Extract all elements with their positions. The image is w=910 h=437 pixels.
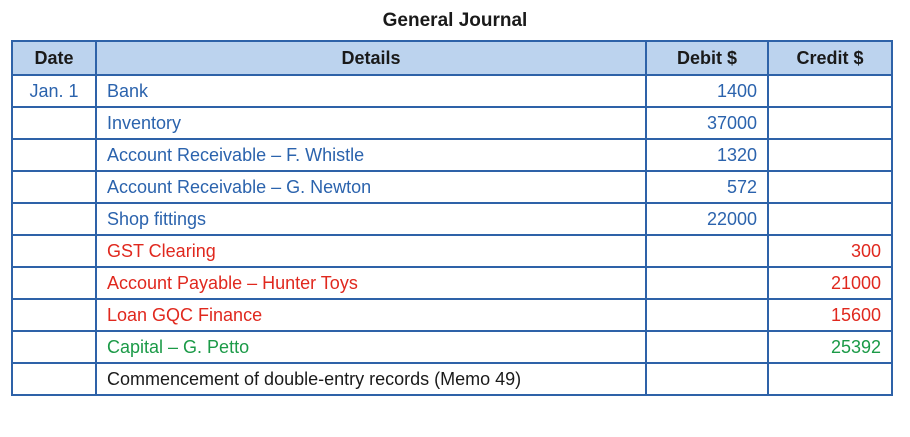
date-cell <box>11 266 97 300</box>
date-cell <box>11 138 97 172</box>
credit-cell <box>767 202 893 236</box>
credit-cell <box>767 138 893 172</box>
details-cell: Shop fittings <box>95 202 647 236</box>
details-cell: Inventory <box>95 106 647 140</box>
details-cell: Account Payable – Hunter Toys <box>95 266 647 300</box>
narration-cell: Commencement of double-entry records (Me… <box>95 362 647 396</box>
table-row: Account Payable – Hunter Toys 21000 <box>11 266 893 300</box>
debit-cell <box>645 362 769 396</box>
table-row: Account Receivable – F. Whistle 1320 <box>11 138 893 172</box>
details-cell: Account Receivable – F. Whistle <box>95 138 647 172</box>
table-row: Capital – G. Petto 25392 <box>11 330 893 364</box>
credit-cell: 15600 <box>767 298 893 332</box>
credit-cell <box>767 362 893 396</box>
date-cell <box>11 234 97 268</box>
details-cell: GST Clearing <box>95 234 647 268</box>
credit-cell <box>767 170 893 204</box>
credit-cell: 25392 <box>767 330 893 364</box>
debit-cell: 37000 <box>645 106 769 140</box>
table-row: Shop fittings 22000 <box>11 202 893 236</box>
date-cell: Jan. 1 <box>11 74 97 108</box>
debit-cell: 1320 <box>645 138 769 172</box>
table-row: Jan. 1 Bank 1400 <box>11 74 893 108</box>
date-header: Date <box>11 40 97 76</box>
header-row: Date Details Debit $ Credit $ <box>11 40 893 76</box>
credit-header: Credit $ <box>767 40 893 76</box>
journal-title: General Journal <box>382 10 528 31</box>
general-journal-table: Date Details Debit $ Credit $ Jan. 1 Ban… <box>11 40 893 396</box>
debit-cell <box>645 234 769 268</box>
credit-cell <box>767 74 893 108</box>
credit-cell: 300 <box>767 234 893 268</box>
debit-cell: 1400 <box>645 74 769 108</box>
credit-cell: 21000 <box>767 266 893 300</box>
debit-cell <box>645 266 769 300</box>
debit-header: Debit $ <box>645 40 769 76</box>
details-cell: Capital – G. Petto <box>95 330 647 364</box>
table-row: Loan GQC Finance 15600 <box>11 298 893 332</box>
debit-cell <box>645 298 769 332</box>
table-row: Commencement of double-entry records (Me… <box>11 362 893 396</box>
details-cell: Account Receivable – G. Newton <box>95 170 647 204</box>
debit-cell: 572 <box>645 170 769 204</box>
debit-cell: 22000 <box>645 202 769 236</box>
table-row: Inventory 37000 <box>11 106 893 140</box>
date-cell <box>11 170 97 204</box>
date-cell <box>11 298 97 332</box>
date-cell <box>11 106 97 140</box>
details-cell: Loan GQC Finance <box>95 298 647 332</box>
debit-cell <box>645 330 769 364</box>
table-row: Account Receivable – G. Newton 572 <box>11 170 893 204</box>
credit-cell <box>767 106 893 140</box>
date-cell <box>11 362 97 396</box>
date-cell <box>11 202 97 236</box>
details-cell: Bank <box>95 74 647 108</box>
date-cell <box>11 330 97 364</box>
details-header: Details <box>95 40 647 76</box>
table-row: GST Clearing 300 <box>11 234 893 268</box>
